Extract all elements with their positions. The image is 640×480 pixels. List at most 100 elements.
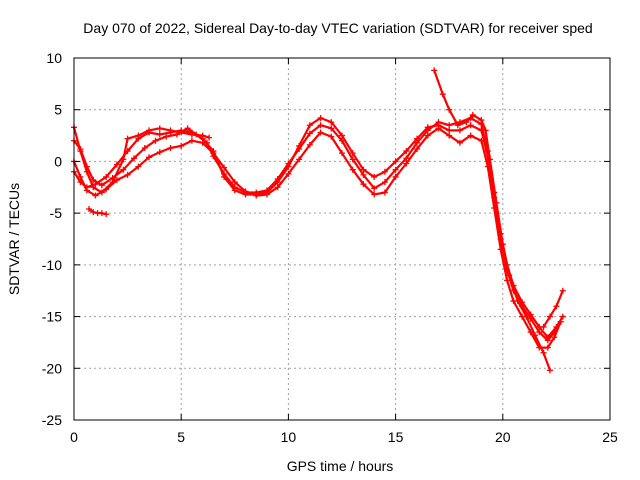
data-point bbox=[371, 173, 378, 180]
data-point bbox=[540, 349, 547, 356]
data-point bbox=[540, 323, 547, 330]
data-point bbox=[156, 149, 163, 156]
data-point bbox=[456, 127, 463, 134]
data-point bbox=[86, 206, 93, 213]
data-point bbox=[210, 150, 217, 157]
x-tick-label: 0 bbox=[70, 429, 78, 445]
data-point bbox=[167, 127, 174, 134]
data-point bbox=[403, 155, 410, 162]
data-point bbox=[360, 181, 367, 188]
data-point bbox=[360, 171, 367, 178]
data-point bbox=[499, 241, 506, 248]
data-point bbox=[184, 125, 191, 132]
data-point bbox=[446, 106, 453, 113]
data-point bbox=[98, 182, 105, 189]
data-point bbox=[446, 122, 453, 129]
data-point bbox=[349, 166, 356, 173]
data-point bbox=[504, 277, 511, 284]
data-point bbox=[482, 127, 489, 134]
data-point bbox=[497, 246, 504, 253]
data-point bbox=[124, 135, 131, 142]
data-point bbox=[536, 329, 543, 336]
data-point bbox=[92, 192, 99, 199]
data-point bbox=[152, 137, 159, 144]
data-point bbox=[296, 156, 303, 163]
data-point bbox=[77, 148, 84, 155]
data-point bbox=[317, 114, 324, 121]
data-point bbox=[98, 210, 105, 217]
data-point bbox=[478, 117, 485, 124]
x-tick-label: 15 bbox=[388, 429, 404, 445]
data-point bbox=[463, 119, 470, 126]
data-point bbox=[514, 298, 521, 305]
x-tick-label: 5 bbox=[177, 429, 185, 445]
data-point bbox=[446, 127, 453, 134]
data-point bbox=[156, 125, 163, 132]
data-point bbox=[381, 168, 388, 175]
data-point bbox=[527, 311, 534, 318]
data-point bbox=[381, 189, 388, 196]
data-point bbox=[83, 168, 90, 175]
data-point bbox=[206, 134, 213, 141]
tick-layer: 0 5 10 15 20 25 10 5 0 -5 -10 -15 -20 -25 bbox=[42, 50, 618, 445]
x-tick-label: 10 bbox=[281, 429, 297, 445]
data-point bbox=[544, 334, 551, 341]
data-point bbox=[553, 303, 560, 310]
data-point bbox=[285, 170, 292, 177]
data-point bbox=[163, 133, 170, 140]
data-point bbox=[296, 146, 303, 153]
data-point bbox=[435, 125, 442, 132]
x-tick-label: 25 bbox=[602, 429, 618, 445]
data-point bbox=[113, 177, 120, 184]
data-point bbox=[146, 127, 153, 134]
data-point bbox=[456, 139, 463, 146]
plot-frame bbox=[73, 57, 611, 421]
data-point bbox=[551, 334, 558, 341]
data-point bbox=[253, 192, 260, 199]
data-point bbox=[221, 164, 228, 171]
data-point bbox=[484, 163, 491, 170]
data-point bbox=[317, 122, 324, 129]
data-point bbox=[274, 176, 281, 183]
data-point bbox=[559, 313, 566, 320]
data-point bbox=[414, 139, 421, 146]
x-axis-label: GPS time / hours bbox=[287, 458, 394, 474]
data-point bbox=[493, 199, 500, 206]
data-point bbox=[188, 137, 195, 144]
data-point bbox=[328, 119, 335, 126]
y-tick-label: 5 bbox=[54, 102, 62, 118]
series-line bbox=[542, 289, 564, 328]
data-point bbox=[156, 131, 163, 138]
data-point bbox=[221, 170, 228, 177]
data-point bbox=[559, 287, 566, 294]
data-point bbox=[467, 122, 474, 129]
data-point bbox=[113, 161, 120, 168]
data-point bbox=[274, 184, 281, 191]
data-point bbox=[371, 191, 378, 198]
data-point bbox=[231, 184, 238, 191]
x-tick-label: 20 bbox=[495, 429, 511, 445]
data-point bbox=[544, 344, 551, 351]
data-point bbox=[403, 160, 410, 167]
data-point bbox=[242, 188, 249, 195]
chart-title: Day 070 of 2022, Sidereal Day-to-day VTE… bbox=[83, 20, 592, 36]
data-point bbox=[131, 155, 138, 162]
data-point bbox=[349, 150, 356, 157]
data-point bbox=[506, 272, 513, 279]
data-point bbox=[103, 173, 110, 180]
data-point bbox=[178, 129, 185, 136]
data-point bbox=[178, 142, 185, 149]
data-point bbox=[317, 129, 324, 136]
y-tick-label: -20 bbox=[42, 360, 62, 376]
y-axis-label: SDTVAR / TECUs bbox=[6, 183, 22, 295]
data-point bbox=[371, 185, 378, 192]
data-point bbox=[98, 189, 105, 196]
data-point bbox=[339, 137, 345, 144]
series-line bbox=[433, 69, 552, 372]
series-line bbox=[72, 126, 211, 194]
data-point bbox=[103, 211, 110, 218]
data-point bbox=[469, 111, 476, 118]
series-track-5 bbox=[86, 206, 110, 218]
data-point bbox=[439, 91, 446, 98]
